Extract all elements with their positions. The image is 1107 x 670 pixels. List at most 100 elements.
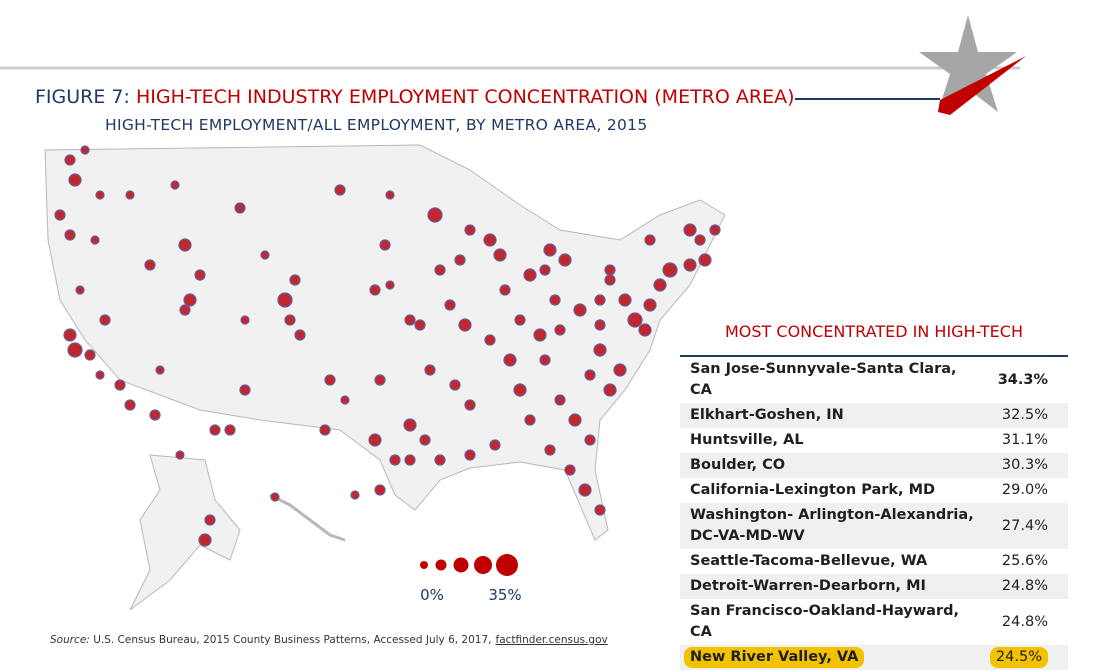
metro-dot — [379, 239, 391, 251]
metro-dot — [514, 314, 526, 326]
legend-dots — [420, 554, 518, 576]
metro-dot — [179, 304, 191, 316]
metro-dot — [618, 293, 632, 307]
map — [44, 144, 726, 611]
table-row: Washington- Arlington-Alexandria, DC-VA-… — [680, 503, 1068, 549]
metro-share: 29.0% — [1001, 482, 1048, 498]
metro-dot — [270, 492, 280, 502]
metro-dot — [444, 299, 456, 311]
metro-dot — [464, 449, 476, 461]
metro-dot — [64, 229, 76, 241]
source-text: U.S. Census Bureau, 2015 County Business… — [93, 634, 492, 646]
source-link[interactable]: factfinder.census.gov — [495, 634, 608, 646]
metro-dot — [54, 209, 66, 221]
metro-dot — [204, 514, 216, 526]
metro-dot — [493, 248, 507, 262]
metro-dot — [533, 328, 547, 342]
metro-dot — [424, 364, 436, 376]
metro-dot — [638, 323, 652, 337]
metro-dot — [240, 315, 250, 325]
metro-dot — [683, 223, 697, 237]
metro-dot — [594, 294, 606, 306]
metro-share: 24.5% — [989, 647, 1048, 668]
alaska-outline — [129, 454, 241, 611]
metro-dot — [224, 424, 236, 436]
metro-dot — [594, 504, 606, 516]
metro-dot — [593, 343, 607, 357]
metro-name: Elkhart-Goshen, IN — [690, 407, 844, 423]
metro-dot — [198, 533, 212, 547]
metro-dot — [99, 314, 111, 326]
metro-dot — [319, 424, 331, 436]
logo-check — [938, 56, 1026, 115]
metro-name: California-Lexington Park, MD — [690, 482, 936, 498]
table-row: San Francisco-Oakland-Hayward, CA 24.8% — [680, 599, 1068, 645]
metro-dot — [68, 173, 82, 187]
metro-name: Seattle-Tacoma-Bellevue, WA — [690, 553, 928, 569]
metro-dot — [155, 365, 165, 375]
metro-dot — [284, 314, 296, 326]
metro-dot — [584, 369, 596, 381]
metro-dot — [234, 202, 246, 214]
metro-dot — [294, 329, 306, 341]
metro-dot — [568, 413, 582, 427]
metro-dot — [603, 383, 617, 397]
legend-max: 35% — [488, 586, 521, 604]
metro-dot — [374, 374, 386, 386]
metro-dot — [503, 353, 517, 367]
metro-dot — [419, 434, 431, 446]
metro-dot — [449, 379, 461, 391]
metro-dot — [80, 145, 90, 155]
metro-share: 30.3% — [1001, 457, 1048, 473]
metro-dot — [90, 235, 100, 245]
metro-dot — [350, 490, 360, 500]
logo-star — [919, 15, 1017, 112]
metro-dot — [239, 384, 251, 396]
table-row: Seattle-Tacoma-Bellevue, WA 25.6% — [680, 549, 1068, 574]
metro-dot — [499, 284, 511, 296]
legend-min: 0% — [420, 586, 444, 604]
table-row: Boulder, CO 30.3% — [680, 453, 1068, 478]
source: Source: U.S. Census Bureau, 2015 County … — [50, 634, 608, 646]
metro-dot — [464, 224, 476, 236]
legend-dot — [420, 561, 428, 569]
metro-dot — [564, 464, 576, 476]
metro-dot — [524, 414, 536, 426]
metro-dot — [643, 298, 657, 312]
metro-dot — [644, 234, 656, 246]
metro-dot — [334, 184, 346, 196]
metro-dot — [709, 224, 721, 236]
metro-dot — [67, 342, 83, 358]
metro-share: 27.4% — [1001, 517, 1048, 534]
metro-share: 34.3% — [997, 371, 1048, 388]
metro-dot — [368, 433, 382, 447]
metro-share: 25.6% — [1001, 553, 1048, 569]
legend-dot — [474, 556, 492, 574]
metro-dot — [63, 328, 77, 342]
metro-share: 31.1% — [1001, 432, 1048, 448]
metro-dot — [604, 274, 616, 286]
metro-dot — [144, 259, 156, 271]
metro-dot — [385, 190, 395, 200]
metro-dot — [544, 444, 556, 456]
metro-dot — [369, 284, 381, 296]
metro-dot — [125, 190, 135, 200]
metro-dot — [683, 258, 697, 272]
table-title: MOST CONCENTRATED IN HIGH-TECH — [725, 322, 1023, 341]
metro-dot — [578, 483, 592, 497]
legend-dot — [435, 559, 447, 571]
metro-dot — [427, 207, 443, 223]
metro-dot — [543, 243, 557, 257]
metro-dot — [194, 269, 206, 281]
metro-dot — [523, 268, 537, 282]
metro-dot — [584, 434, 596, 446]
subtitle: HIGH-TECH EMPLOYMENT/ALL EMPLOYMENT, BY … — [105, 116, 648, 134]
metro-dot — [539, 354, 551, 366]
metro-dot — [698, 253, 712, 267]
metro-name: Washington- Arlington-Alexandria, DC-VA-… — [690, 507, 974, 544]
metro-dot — [573, 303, 587, 317]
metro-dot — [75, 285, 85, 295]
metro-dot — [404, 314, 416, 326]
